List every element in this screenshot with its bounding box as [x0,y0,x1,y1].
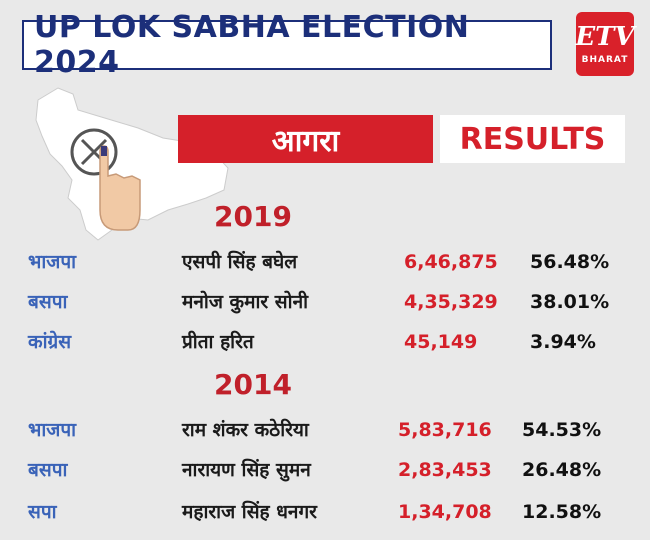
vote-count: 6,46,875 [404,251,498,273]
page-title-text: UP LOK SABHA ELECTION 2024 [34,10,470,80]
vote-count: 4,35,329 [404,291,498,313]
party-name: भाजपा [28,251,77,273]
vote-percent: 12.58% [522,501,602,523]
results-label: RESULTS [440,115,625,163]
table-row: भाजपा राम शंकर कठेरिया 5,83,716 54.53% [0,412,650,448]
etv-bharat-logo: ETV BHARAT [575,12,635,76]
results-label-text: RESULTS [459,121,606,157]
logo-subtitle: BHARAT [581,55,629,65]
vote-percent: 56.48% [530,251,610,273]
vote-count: 1,34,708 [398,501,492,523]
vote-percent: 26.48% [522,459,602,481]
party-name: बसपा [28,291,68,313]
logo-mark: ETV [575,22,635,52]
party-name: बसपा [28,459,68,481]
vote-percent: 38.01% [530,291,610,313]
vote-count: 5,83,716 [398,419,492,441]
party-name: कांग्रेस [28,331,72,353]
year-heading-2019: 2019 [214,200,292,233]
table-row: सपा महाराज सिंह धनगर 1,34,708 12.58% [0,494,650,530]
table-row: भाजपा एसपी सिंह बघेल 6,46,875 56.48% [0,244,650,280]
candidate-name: नारायण सिंह सुमन [182,459,311,481]
vote-percent: 3.94% [530,331,596,353]
party-name: सपा [28,501,57,523]
party-name: भाजपा [28,419,77,441]
vote-percent: 54.53% [522,419,602,441]
constituency-name: आगरा [178,115,433,163]
candidate-name: एसपी सिंह बघेल [182,251,298,273]
table-row: बसपा मनोज कुमार सोनी 4,35,329 38.01% [0,284,650,320]
uttar-pradesh-map-icon [35,87,229,241]
year-heading-2014: 2014 [214,368,292,401]
page-title: UP LOK SABHA ELECTION 2024 [22,10,552,80]
candidate-name: महाराज सिंह धनगर [182,501,317,523]
candidate-name: मनोज कुमार सोनी [182,291,309,313]
vote-count: 45,149 [404,331,478,353]
candidate-name: प्रीता हरित [182,331,254,353]
constituency-name-text: आगरा [271,123,340,159]
vote-count: 2,83,453 [398,459,492,481]
table-row: बसपा नारायण सिंह सुमन 2,83,453 26.48% [0,452,650,488]
candidate-name: राम शंकर कठेरिया [182,419,309,441]
table-row: कांग्रेस प्रीता हरित 45,149 3.94% [0,324,650,360]
